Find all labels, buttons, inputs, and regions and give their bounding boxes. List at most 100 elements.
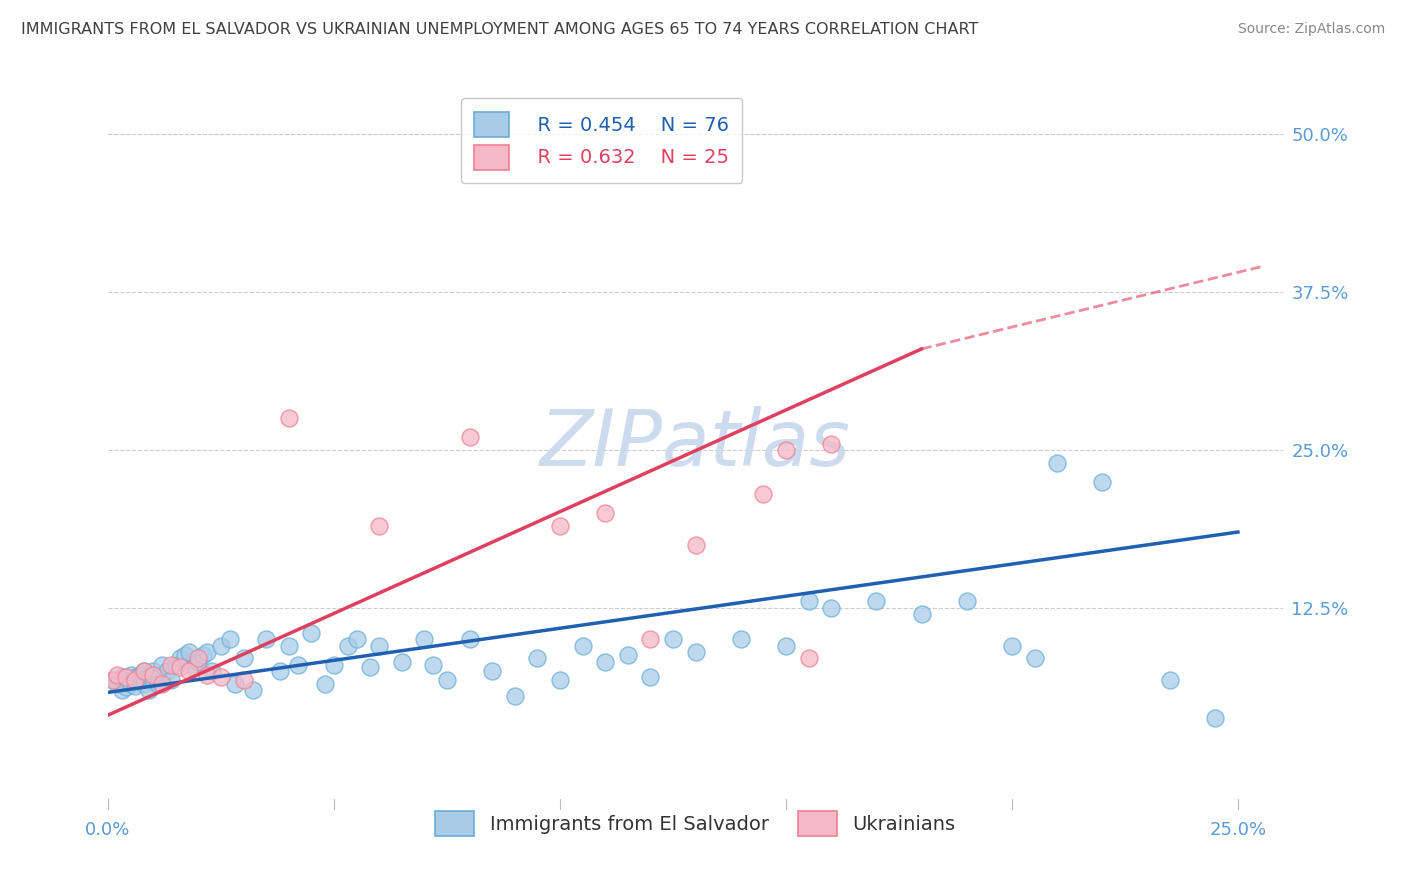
Point <box>797 594 820 608</box>
Point <box>481 664 503 678</box>
Point <box>640 632 662 647</box>
Point <box>146 676 169 690</box>
Point <box>254 632 277 647</box>
Point <box>197 667 219 681</box>
Text: IMMIGRANTS FROM EL SALVADOR VS UKRAINIAN UNEMPLOYMENT AMONG AGES 65 TO 74 YEARS : IMMIGRANTS FROM EL SALVADOR VS UKRAINIAN… <box>21 22 979 37</box>
Point <box>115 681 138 695</box>
Point <box>752 487 775 501</box>
Point <box>179 664 201 678</box>
Point <box>1091 475 1114 489</box>
Point <box>391 655 413 669</box>
Point <box>124 679 146 693</box>
Point <box>169 660 191 674</box>
Point <box>179 645 201 659</box>
Point <box>242 682 264 697</box>
Point <box>120 667 142 681</box>
Point <box>359 660 381 674</box>
Point <box>956 594 979 608</box>
Point <box>368 639 391 653</box>
Point <box>110 682 132 697</box>
Point <box>142 664 165 678</box>
Point <box>458 430 481 444</box>
Point <box>797 651 820 665</box>
Point <box>232 651 254 665</box>
Point <box>616 648 638 662</box>
Point <box>187 651 209 665</box>
Point <box>115 673 138 687</box>
Point <box>422 657 444 672</box>
Point <box>685 538 707 552</box>
Point <box>1046 456 1069 470</box>
Point <box>173 648 195 662</box>
Point <box>1024 651 1046 665</box>
Point <box>775 442 797 457</box>
Point <box>865 594 887 608</box>
Text: ZIPatlas: ZIPatlas <box>540 406 851 482</box>
Point <box>191 648 214 662</box>
Point <box>593 655 616 669</box>
Point <box>346 632 368 647</box>
Point <box>662 632 685 647</box>
Point <box>124 673 146 687</box>
Point <box>134 664 156 678</box>
Point <box>105 676 128 690</box>
Point <box>277 639 299 653</box>
Point <box>134 676 156 690</box>
Point <box>323 657 346 672</box>
Point <box>1001 639 1024 653</box>
Point <box>232 673 254 687</box>
Point <box>526 651 548 665</box>
Point <box>183 660 205 674</box>
Point <box>436 673 458 687</box>
Point <box>685 645 707 659</box>
Point <box>910 607 932 621</box>
Point <box>124 670 146 684</box>
Point <box>368 518 391 533</box>
Point <box>640 670 662 684</box>
Point <box>134 664 156 678</box>
Point <box>120 676 142 690</box>
Point <box>775 639 797 653</box>
Point <box>128 667 150 681</box>
Point <box>138 670 160 684</box>
Point <box>503 689 526 703</box>
Point <box>1159 673 1181 687</box>
Point <box>458 632 481 647</box>
Point <box>548 518 571 533</box>
Point <box>142 673 165 687</box>
Point <box>730 632 752 647</box>
Point <box>277 411 299 425</box>
Point <box>209 670 232 684</box>
Point <box>548 673 571 687</box>
Point <box>146 670 169 684</box>
Point <box>110 670 132 684</box>
Point <box>105 667 128 681</box>
Point <box>413 632 436 647</box>
Point <box>138 682 160 697</box>
Point <box>187 655 209 669</box>
Point <box>820 600 842 615</box>
Point <box>593 506 616 520</box>
Point <box>115 670 138 684</box>
Point <box>314 676 336 690</box>
Point <box>150 676 173 690</box>
Point <box>201 664 224 678</box>
Point <box>160 673 183 687</box>
Point <box>224 676 246 690</box>
Point <box>1204 711 1226 725</box>
Point <box>101 673 124 687</box>
Point <box>156 664 179 678</box>
Point <box>160 657 183 672</box>
Text: Source: ZipAtlas.com: Source: ZipAtlas.com <box>1237 22 1385 37</box>
Point <box>269 664 291 678</box>
Point <box>197 645 219 659</box>
Point <box>165 657 187 672</box>
Point <box>169 651 191 665</box>
Point <box>287 657 309 672</box>
Point <box>101 673 124 687</box>
Point <box>209 639 232 653</box>
Legend: Immigrants from El Salvador, Ukrainians: Immigrants from El Salvador, Ukrainians <box>427 804 963 844</box>
Point <box>150 657 173 672</box>
Point <box>219 632 242 647</box>
Point <box>820 436 842 450</box>
